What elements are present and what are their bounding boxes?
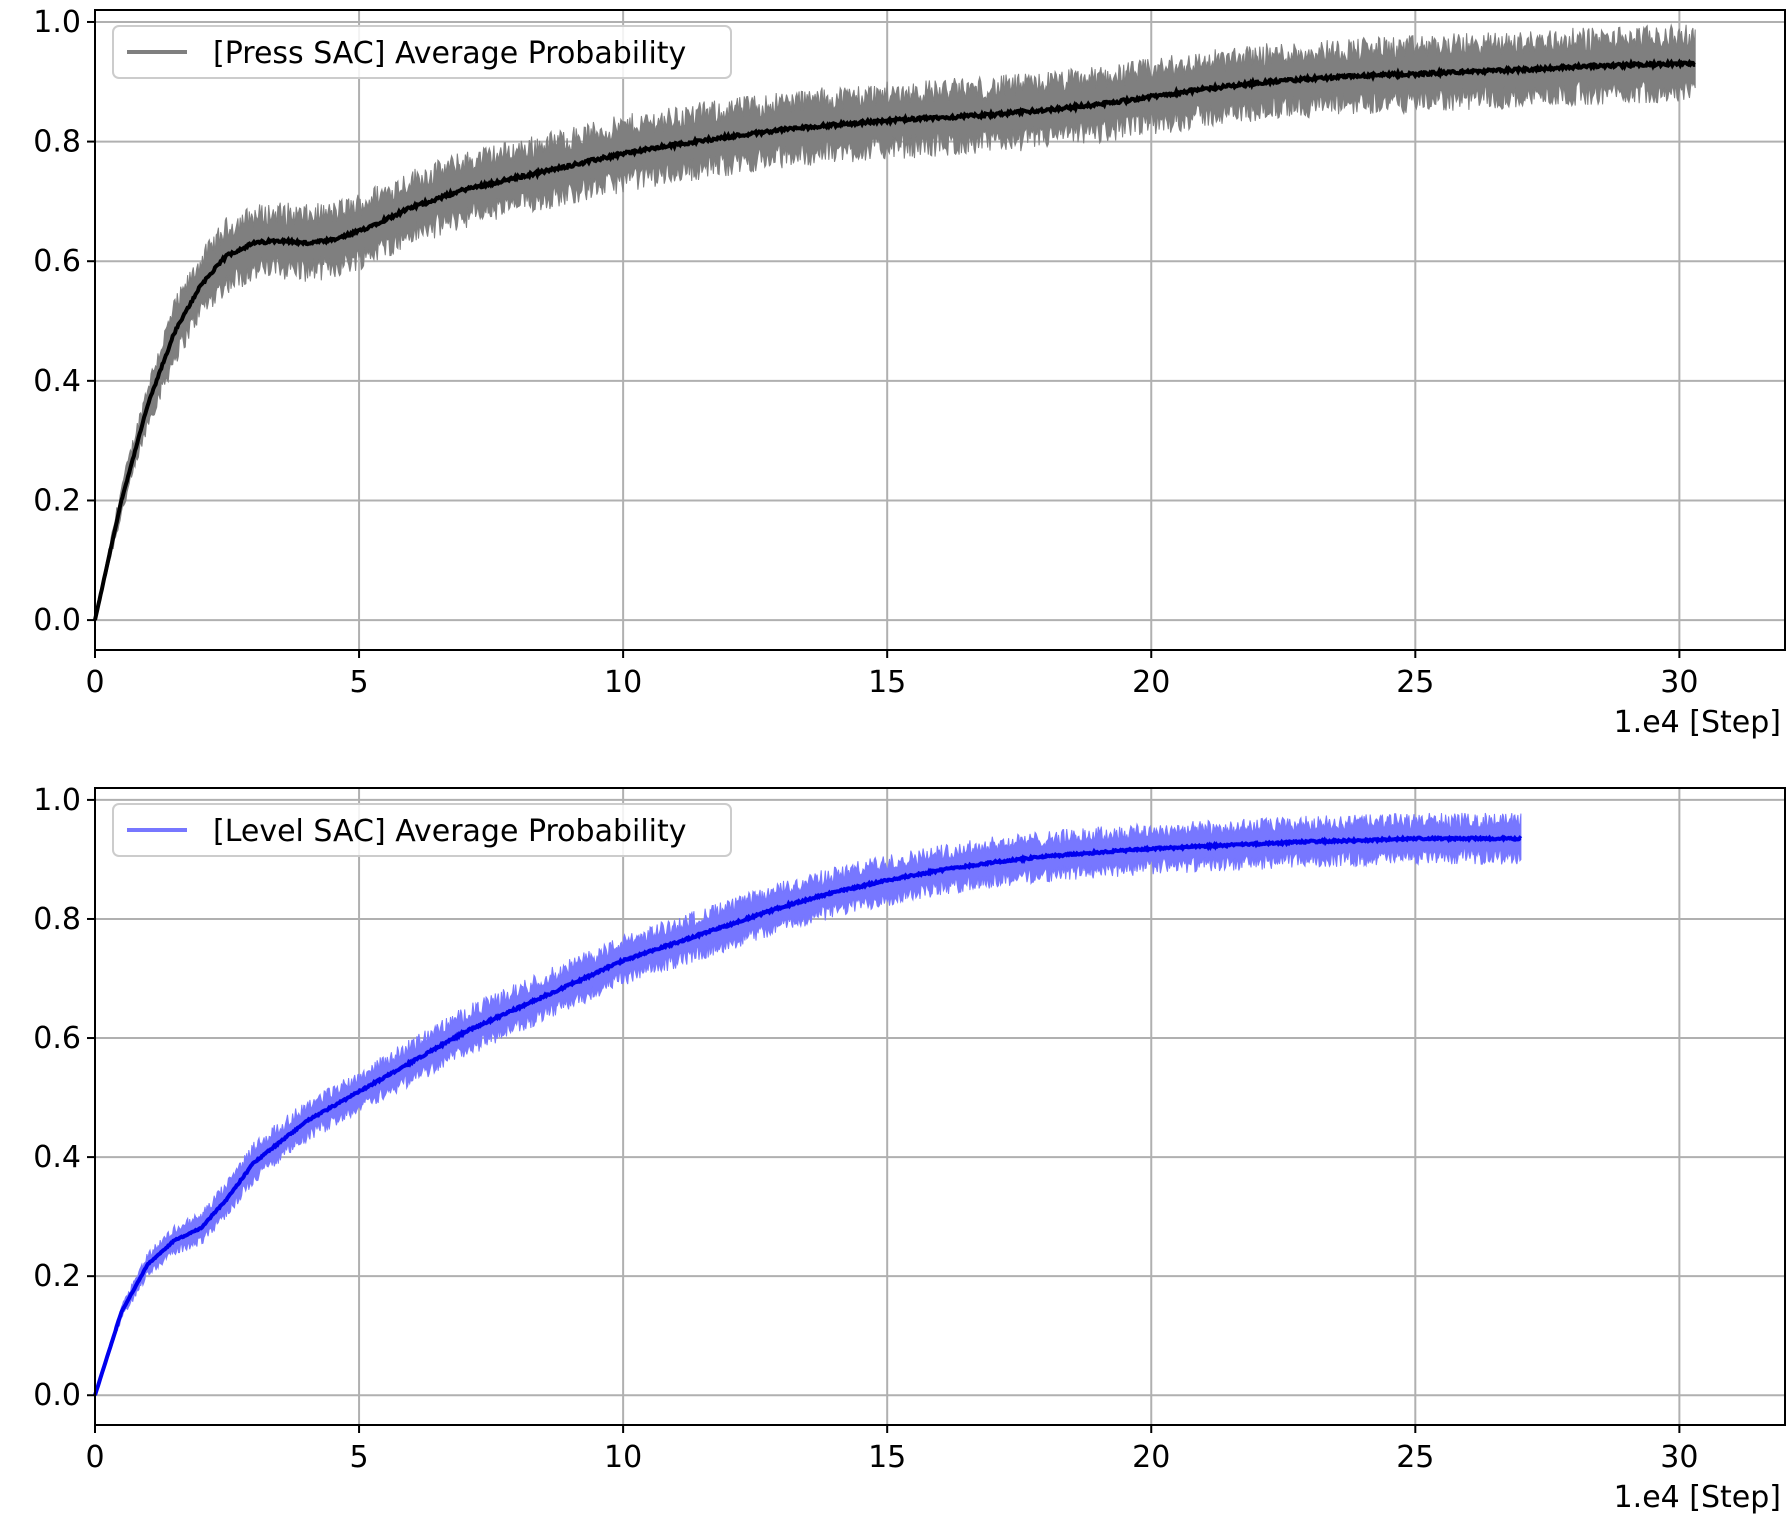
y-tick-label: 0.4	[33, 364, 81, 399]
legend-box	[112, 25, 732, 79]
grid	[94, 788, 1785, 1425]
x-axis-label: 1.e4 [Step]	[1614, 705, 1781, 740]
legend-box	[112, 803, 732, 857]
y-tick-label: 0.6	[33, 244, 81, 279]
legend: [Press SAC] Average Probability	[112, 25, 732, 79]
grid	[94, 10, 1785, 650]
y-tick-label: 0.6	[33, 1021, 81, 1056]
x-tick-label: 30	[1660, 665, 1698, 700]
x-tick-label: 5	[350, 665, 369, 700]
y-tick-label: 0.4	[33, 1140, 81, 1175]
x-tick-label: 0	[85, 665, 104, 700]
axes-frame	[94, 9, 1786, 651]
x-tick-label: 25	[1396, 1440, 1434, 1475]
y-tick-label: 0.2	[33, 483, 81, 518]
x-axis-label: 1.e4 [Step]	[1614, 1480, 1781, 1515]
series-line	[93, 834, 1523, 1396]
x-tick-label: 10	[604, 665, 642, 700]
chart-press-sac: 0 5 10 15 20 25 30 0.0 0.2 0.4 0.6 0.8 1.0 1.e4 [Step…	[33, 5, 1786, 740]
x-tick-label: 15	[868, 665, 906, 700]
y-tick-label: 0.0	[33, 1378, 81, 1413]
axes-frame	[94, 787, 1786, 1426]
x-tick-label: 20	[1132, 1440, 1170, 1475]
y-tick-label: 0.2	[33, 1259, 81, 1294]
legend-label: [Press SAC] Average Probability	[213, 36, 686, 71]
x-tick-label: 5	[350, 1440, 369, 1475]
x-tick-label: 25	[1396, 665, 1434, 700]
confidence-band	[94, 23, 1696, 621]
x-tick-label: 20	[1132, 665, 1170, 700]
chart-level-sac: 0 5 10 15 20 25 30 0.0 0.2 0.4 0.6 0.8 1.0 1.e4 [Step…	[33, 783, 1786, 1515]
series-line	[93, 57, 1696, 621]
y-tick-label: 0.8	[33, 902, 81, 937]
legend-label: [Level SAC] Average Probability	[213, 814, 687, 849]
x-tick-label: 15	[868, 1440, 906, 1475]
x-tick-label: 30	[1660, 1440, 1698, 1475]
y-tick-label: 1.0	[33, 5, 81, 40]
y-tick-label: 0.8	[33, 125, 81, 160]
y-tick-label: 0.0	[33, 603, 81, 638]
x-tick-label: 10	[604, 1440, 642, 1475]
x-tick-label: 0	[85, 1440, 104, 1475]
y-tick-label: 1.0	[33, 783, 81, 818]
legend: [Level SAC] Average Probability	[112, 803, 732, 857]
